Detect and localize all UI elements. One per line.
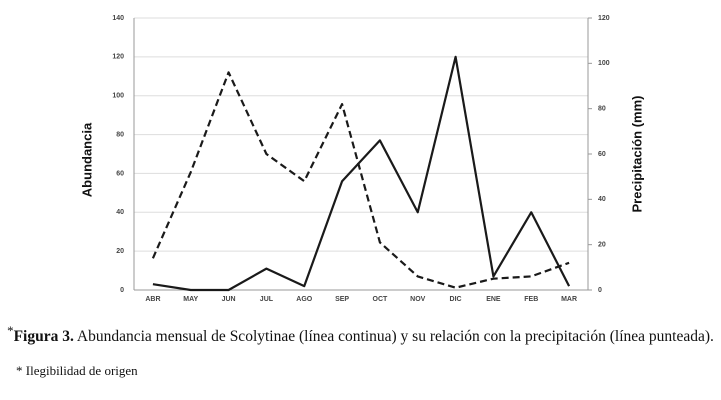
y-tick-label: 0 xyxy=(120,287,124,294)
y2-tick-label: 60 xyxy=(598,151,606,158)
y2-tick-label: 40 xyxy=(598,196,606,203)
y-tick-label: 80 xyxy=(116,131,124,138)
y2-tick-label: 80 xyxy=(598,106,606,113)
y-tick-label: 60 xyxy=(116,170,124,177)
data-line xyxy=(152,55,571,292)
y2-tick-label: 120 xyxy=(598,15,610,22)
note: * Ilegibilidad de origen xyxy=(16,363,138,378)
y2-axis-title: Precipitación (mm) xyxy=(629,95,644,212)
caption-marker: * xyxy=(7,323,14,338)
y2-tick-label: 100 xyxy=(598,60,610,67)
x-tick-label: OCT xyxy=(373,296,389,303)
x-tick-label: NOV xyxy=(410,296,426,303)
x-tick-label: ENE xyxy=(486,296,501,303)
y2-tick-label: 0 xyxy=(598,287,602,294)
x-tick-label: SEP xyxy=(335,296,349,303)
caption-label: Figura 3. xyxy=(13,328,74,346)
chart: Abundancia Precipitación (mm) 0 20 40 60 80 1… xyxy=(79,15,644,303)
x-tick-label: MAR xyxy=(561,296,577,303)
x-tick-label: ABR xyxy=(145,296,160,303)
x-tick-label: JUL xyxy=(260,296,274,303)
x-tick-label: FEB xyxy=(524,296,538,303)
x-tick-label: DIC xyxy=(450,296,462,303)
x-tick-label: AGO xyxy=(296,296,313,303)
x-tick-label: JUN xyxy=(222,296,236,303)
y-tick-label: 140 xyxy=(112,15,124,22)
y-tick-label: 20 xyxy=(116,248,124,255)
x-tick-label: MAY xyxy=(183,296,198,303)
y2-tick-label: 20 xyxy=(598,242,606,249)
y-tick-label: 100 xyxy=(112,93,124,100)
caption-text: Abundancia mensual de Scolytinae (línea … xyxy=(76,328,714,346)
y-axis-title: Abundancia xyxy=(79,122,94,197)
caption: *Figura 3. Abundancia mensual de Scolyti… xyxy=(4,320,717,347)
y-tick-label: 40 xyxy=(116,209,124,216)
data-line xyxy=(151,71,570,289)
y-tick-label: 120 xyxy=(112,54,124,61)
